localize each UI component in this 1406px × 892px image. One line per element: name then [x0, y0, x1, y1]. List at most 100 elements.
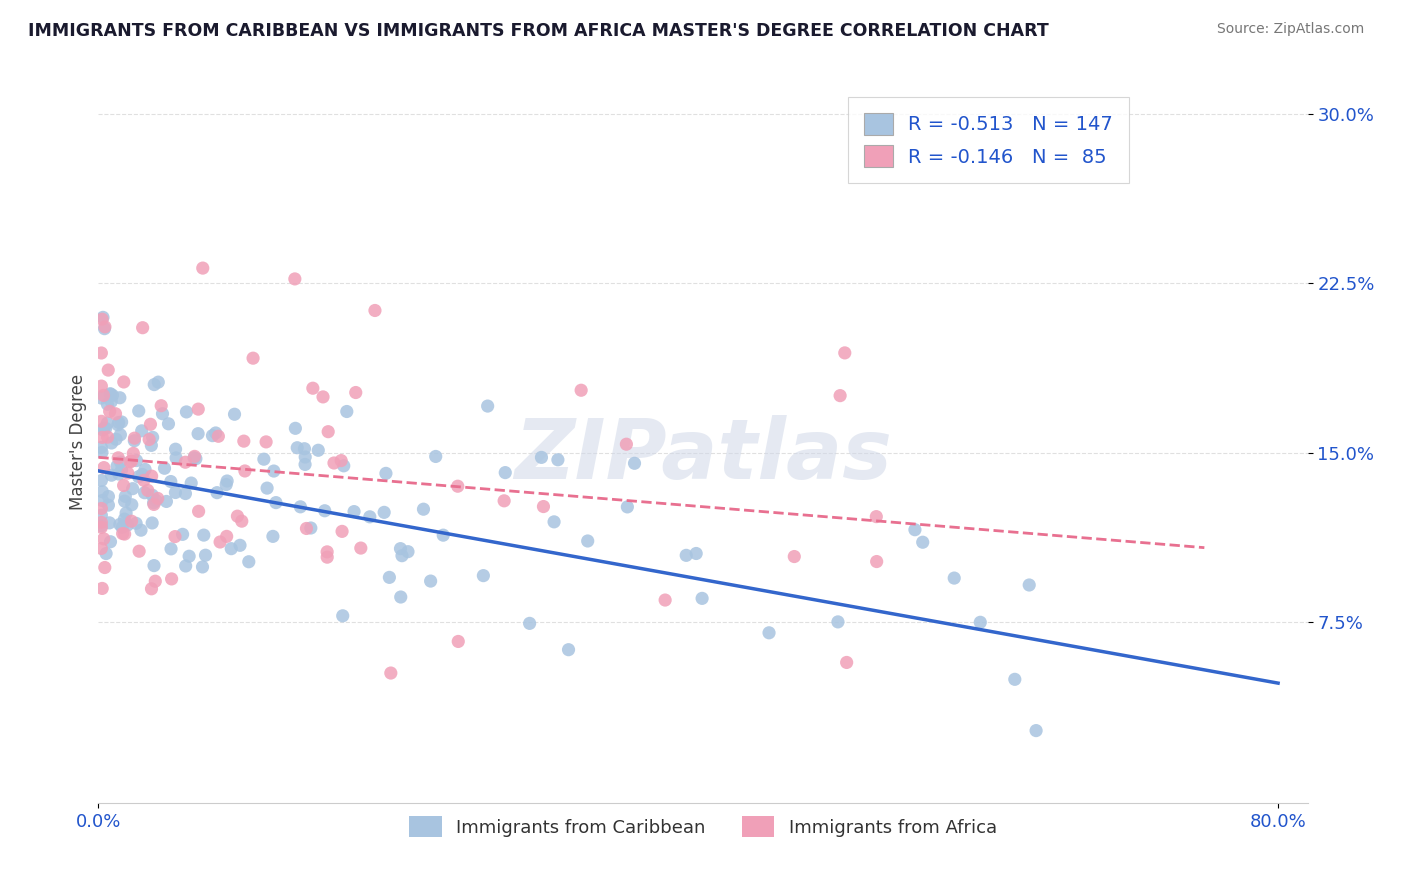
Point [94, 421, 117, 435]
Point [155, 494, 177, 508]
Point [114, 512, 136, 526]
Point [110, 427, 132, 442]
Point [176, 405, 198, 419]
Point [90, 346, 112, 360]
Point [141, 488, 163, 502]
Point [193, 528, 215, 542]
Point [91, 445, 114, 459]
Point [107, 467, 129, 481]
Point [124, 434, 146, 448]
Point [207, 429, 229, 443]
Point [263, 464, 285, 478]
Point [547, 452, 569, 467]
Point [232, 434, 254, 449]
Point [172, 527, 194, 541]
Point [114, 527, 136, 541]
Point [494, 466, 516, 480]
Point [783, 549, 806, 564]
Point [90, 391, 112, 405]
Point [94, 319, 117, 334]
Point [91, 484, 114, 499]
Point [472, 568, 495, 582]
Point [141, 516, 163, 530]
Point [307, 443, 329, 458]
Point [1025, 723, 1047, 738]
Point [160, 572, 183, 586]
Text: IMMIGRANTS FROM CARIBBEAN VS IMMIGRANTS FROM AFRICA MASTER'S DEGREE CORRELATION : IMMIGRANTS FROM CARIBBEAN VS IMMIGRANTS … [28, 22, 1049, 40]
Point [108, 517, 131, 532]
Point [142, 496, 165, 510]
Point [174, 486, 197, 500]
Point [205, 485, 228, 500]
Point [904, 523, 927, 537]
Point [163, 530, 186, 544]
Point [685, 546, 707, 560]
Point [616, 500, 638, 514]
Point [201, 428, 224, 442]
Point [143, 377, 166, 392]
Point [121, 514, 143, 528]
Point [143, 574, 166, 589]
Point [90, 508, 112, 523]
Legend: Immigrants from Caribbean, Immigrants from Africa: Immigrants from Caribbean, Immigrants fr… [402, 809, 1004, 845]
Point [93, 460, 115, 475]
Point [204, 425, 226, 440]
Point [238, 555, 260, 569]
Point [97, 363, 120, 377]
Point [150, 399, 173, 413]
Point [187, 504, 209, 518]
Point [90, 541, 112, 556]
Point [128, 544, 150, 558]
Point [121, 454, 143, 468]
Point [90, 441, 112, 455]
Point [294, 442, 316, 456]
Point [256, 481, 278, 495]
Point [242, 351, 264, 366]
Point [90, 474, 112, 488]
Point [323, 456, 346, 470]
Point [146, 491, 169, 506]
Point [299, 521, 322, 535]
Point [148, 375, 170, 389]
Point [105, 432, 128, 446]
Point [1018, 578, 1040, 592]
Point [165, 485, 187, 500]
Point [576, 533, 599, 548]
Point [396, 544, 419, 558]
Point [96, 397, 118, 411]
Point [865, 509, 887, 524]
Point [316, 550, 339, 565]
Point [316, 545, 339, 559]
Point [134, 485, 156, 500]
Point [100, 394, 122, 409]
Point [91, 582, 114, 596]
Point [141, 469, 163, 483]
Point [136, 483, 159, 498]
Point [254, 434, 277, 449]
Point [131, 424, 153, 438]
Point [183, 450, 205, 465]
Point [336, 404, 359, 418]
Point [215, 529, 238, 543]
Point [187, 426, 209, 441]
Point [827, 615, 849, 629]
Point [330, 524, 353, 539]
Point [114, 494, 136, 508]
Text: Source: ZipAtlas.com: Source: ZipAtlas.com [1216, 22, 1364, 37]
Point [97, 490, 120, 504]
Point [224, 407, 246, 421]
Point [477, 399, 499, 413]
Point [675, 549, 697, 563]
Point [425, 450, 447, 464]
Point [359, 509, 381, 524]
Point [264, 495, 287, 509]
Point [187, 402, 209, 417]
Point [141, 582, 163, 596]
Point [295, 521, 318, 535]
Point [389, 541, 412, 556]
Point [141, 438, 163, 452]
Point [866, 555, 889, 569]
Y-axis label: Master's Degree: Master's Degree [69, 374, 87, 509]
Point [107, 416, 129, 430]
Point [104, 407, 127, 421]
